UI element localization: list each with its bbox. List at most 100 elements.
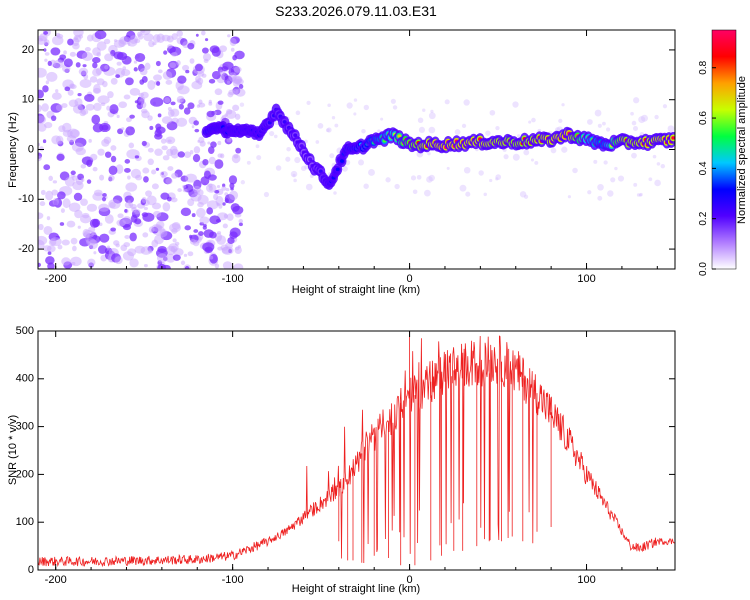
heatmap-noise-cell: [417, 117, 424, 124]
heatmap-noise-cell: [155, 126, 166, 134]
heatmap-noise-cell: [72, 245, 77, 252]
heatmap-noise-cell: [631, 120, 637, 126]
snr-y-ticks: 0 100 200 300 400 500: [16, 325, 675, 576]
heatmap-noise-cell: [38, 223, 44, 231]
heatmap-noise-cell: [489, 178, 493, 183]
heatmap-noise-cell: [55, 104, 64, 112]
heatmap-noise-cell: [517, 134, 521, 138]
heatmap-noise-cell: [98, 203, 110, 212]
heatmap-noise-cell: [410, 175, 417, 181]
heatmap-noise-cell: [165, 253, 176, 263]
heatmap-noise-cell: [633, 97, 640, 104]
heatmap-noise-cell: [597, 183, 604, 191]
snr-y-axis-label: SNR (10 * v/v): [7, 415, 19, 485]
heatmap-noise-cell: [171, 33, 178, 41]
heatmap-noise-cell: [534, 160, 539, 165]
heatmap-noise-cell: [160, 192, 170, 200]
y-tick-label: 20: [22, 44, 34, 56]
heatmap-noise-cell: [161, 34, 171, 42]
heatmap-noise-cell: [69, 51, 77, 57]
heatmap-noise-cell: [392, 105, 398, 110]
heatmap-noise-cell: [85, 103, 95, 111]
heatmap-noise-cell: [163, 50, 168, 55]
heatmap-noise-cell: [207, 146, 215, 155]
heatmap-noise-cell: [216, 235, 227, 245]
heatmap-noise-cell: [135, 174, 143, 181]
heatmap-noise-cell: [166, 148, 174, 157]
heatmap-noise-cell: [81, 177, 85, 182]
heatmap-noise-cell: [120, 69, 131, 77]
heatmap-noise-cell: [125, 126, 136, 136]
heatmap-noise-cell: [47, 251, 52, 255]
heatmap-noise-cell: [124, 159, 131, 164]
heatmap-noise-cell: [293, 178, 297, 183]
heatmap-noise-cell: [143, 207, 149, 211]
heatmap-noise-cell: [305, 183, 313, 191]
colorbar-tick-label: 0.2: [698, 211, 709, 225]
heatmap-noise-layer: [38, 30, 675, 269]
heatmap-noise-cell: [317, 122, 324, 129]
heatmap-noise-cell: [64, 86, 71, 92]
heatmap-noise-cell: [168, 243, 179, 252]
heatmap-noise-cell: [648, 177, 653, 182]
heatmap-noise-cell: [122, 66, 127, 71]
heatmap-noise-cell: [48, 175, 54, 182]
heatmap-noise-cell: [558, 118, 563, 124]
heatmap-noise-cell: [194, 128, 200, 133]
heatmap-noise-cell: [139, 96, 146, 102]
heatmap-noise-cell: [86, 34, 94, 42]
heatmap-noise-cell: [226, 80, 231, 85]
heatmap-noise-cell: [104, 214, 114, 224]
heatmap-noise-cell: [75, 62, 81, 68]
heatmap-noise-cell: [228, 72, 237, 82]
heatmap-noise-cell: [263, 191, 270, 198]
heatmap-noise-cell: [275, 165, 282, 171]
heatmap-noise-cell: [143, 176, 149, 183]
heatmap-noise-cell: [110, 227, 117, 232]
heatmap-noise-cell: [137, 31, 142, 37]
heatmap-noise-cell: [428, 112, 436, 120]
heatmap-noise-cell: [235, 147, 242, 154]
heatmap-noise-cell: [363, 183, 369, 189]
heatmap-noise-cell: [177, 188, 182, 193]
heatmap-noise-cell: [215, 195, 224, 206]
heatmap-noise-cell: [167, 166, 174, 171]
heatmap-noise-cell: [92, 47, 101, 56]
heatmap-noise-cell: [56, 33, 64, 39]
heatmap-noise-cell: [148, 40, 155, 48]
heatmap-noise-cell: [38, 67, 47, 78]
heatmap-noise-cell: [91, 218, 101, 228]
heatmap-noise-cell: [106, 245, 111, 250]
heatmap-noise-cell: [512, 101, 519, 108]
heatmap-noise-cell: [353, 112, 357, 116]
heatmap-noise-cell: [176, 60, 181, 66]
heatmap-noise-cell: [292, 173, 296, 177]
heatmap-noise-cell: [151, 169, 157, 175]
heatmap-noise-cell: [630, 111, 634, 116]
heatmap-noise-cell: [91, 114, 101, 125]
heatmap-noise-cell: [43, 225, 53, 235]
heatmap-noise-cell: [206, 200, 219, 210]
heatmap-noise-cell: [89, 76, 98, 83]
heatmap-noise-cell: [221, 186, 227, 191]
heatmap-noise-cell: [610, 177, 616, 183]
heatmap-noise-cell: [108, 165, 118, 176]
heatmap-noise-cell: [667, 125, 675, 132]
heatmap-noise-cell: [99, 233, 110, 243]
heatmap-noise-cell: [141, 212, 149, 218]
heatmap-noise-cell: [216, 231, 222, 235]
heatmap-noise-cell: [191, 125, 195, 129]
heatmap-noise-cell: [101, 196, 107, 202]
heatmap-noise-cell: [463, 99, 470, 106]
heatmap-noise-cell: [238, 218, 244, 224]
heatmap-noise-cell: [77, 225, 81, 229]
heatmap-noise-cell: [86, 179, 92, 184]
heatmap-noise-cell: [129, 35, 139, 44]
heatmap-noise-cell: [147, 249, 153, 254]
heatmap-noise-cell: [238, 222, 243, 227]
heatmap-noise-cell: [110, 77, 118, 85]
heatmap-noise-cell: [189, 58, 195, 64]
heatmap-noise-cell: [189, 234, 193, 239]
heatmap-noise-cell: [230, 203, 240, 212]
